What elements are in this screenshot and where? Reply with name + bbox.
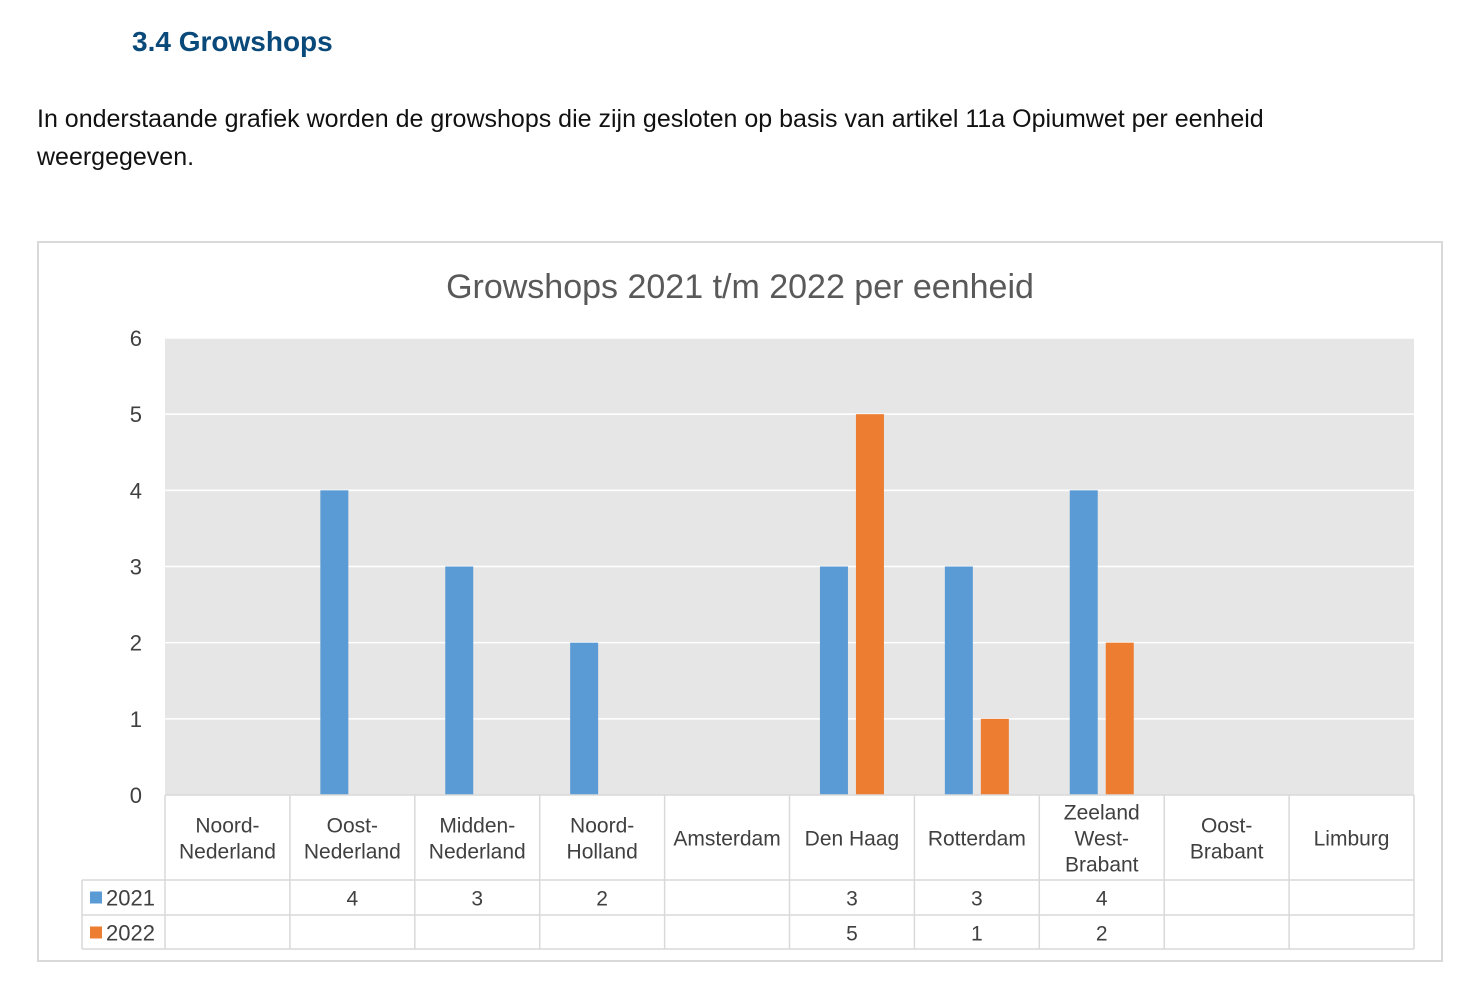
- y-tick-label: 2: [130, 631, 142, 656]
- legend-label-2021: 2021: [106, 886, 155, 911]
- bar-2021-6: [819, 566, 848, 795]
- category-label: Oost-: [1201, 815, 1252, 838]
- category-label: West-: [1075, 828, 1129, 851]
- y-tick-label: 6: [130, 326, 142, 351]
- category-label: Brabant: [1190, 841, 1264, 864]
- bar-2022-6: [855, 414, 884, 795]
- table-value-2021-2: 4: [347, 888, 359, 911]
- table-value-2021-6: 3: [846, 888, 858, 911]
- legend-label-2022: 2022: [106, 921, 155, 946]
- category-label: Oost-: [327, 815, 378, 838]
- category-label: Holland: [567, 841, 638, 864]
- category-label: Noord-: [570, 815, 634, 838]
- table-value-2022-8: 2: [1096, 923, 1108, 946]
- bar-2021-8: [1069, 490, 1098, 795]
- table-value-2021-8: 4: [1096, 888, 1108, 911]
- category-label: Den Haag: [805, 828, 900, 851]
- table-value-2021-4: 2: [596, 888, 608, 911]
- bar-2021-2: [320, 490, 349, 795]
- category-label: Noord-: [195, 815, 259, 838]
- legend-key-2022: [90, 926, 102, 939]
- category-label: Nederland: [179, 841, 276, 864]
- category-label: Rotterdam: [928, 828, 1026, 851]
- table-value-2022-6: 5: [846, 923, 858, 946]
- category-label: Nederland: [429, 841, 526, 864]
- y-tick-label: 5: [130, 402, 142, 427]
- table-value-2021-7: 3: [971, 888, 983, 911]
- table-value-2021-3: 3: [471, 888, 483, 911]
- bar-2022-8: [1105, 642, 1134, 795]
- category-label: Midden-: [439, 815, 515, 838]
- category-label: Limburg: [1314, 828, 1390, 851]
- table-value-2022-7: 1: [971, 923, 983, 946]
- bar-2021-3: [445, 566, 474, 795]
- y-tick-label: 4: [130, 478, 142, 503]
- y-tick-label: 3: [130, 555, 142, 580]
- legend-key-2021: [90, 891, 102, 904]
- section-heading: 3.4 Growshops: [132, 26, 333, 57]
- category-label: Amsterdam: [673, 828, 780, 851]
- y-tick-label: 1: [130, 707, 142, 732]
- intro-paragraph: In onderstaande grafiek worden de growsh…: [37, 105, 1264, 171]
- chart-title: Growshops 2021 t/m 2022 per eenheid: [446, 268, 1034, 306]
- chart-frame: [37, 241, 1443, 962]
- category-label: Brabant: [1065, 854, 1139, 877]
- bar-2021-4: [570, 642, 599, 795]
- category-label: Zeeland: [1064, 802, 1140, 825]
- bar-2022-7: [980, 718, 1009, 795]
- bar-2021-7: [944, 566, 973, 795]
- category-label: Nederland: [304, 841, 401, 864]
- y-tick-label: 0: [130, 783, 142, 808]
